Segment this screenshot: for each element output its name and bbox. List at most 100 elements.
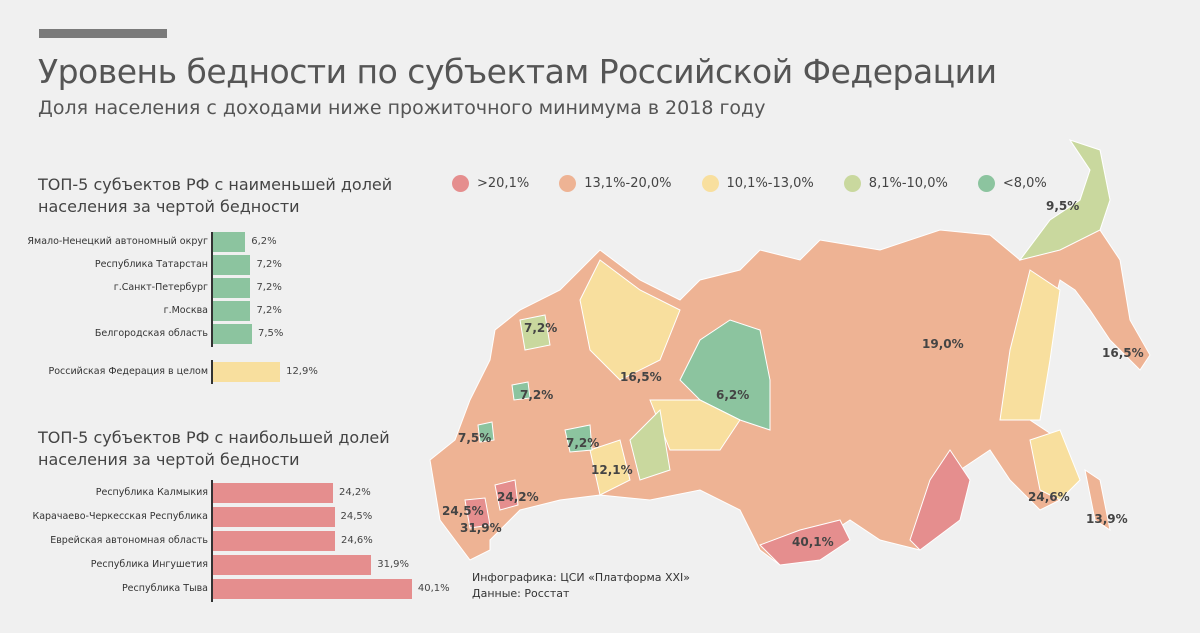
legend-swatch [559, 175, 577, 192]
bar [213, 324, 252, 344]
map-label: 31,9% [460, 521, 502, 535]
region-tatarstan [564, 424, 593, 453]
credit-source: Данные: Росстат [472, 587, 570, 600]
map-label: 6,2% [716, 388, 750, 402]
map-label: 24,6% [1028, 490, 1070, 504]
axis-line [211, 360, 213, 384]
region-amur [1029, 429, 1081, 501]
bar-value: 40,1% [417, 583, 450, 594]
legend-item: >20,1% [452, 175, 529, 192]
legend-swatch [452, 175, 469, 192]
decorative-bar [39, 29, 167, 38]
map-label: 24,5% [442, 504, 484, 518]
credits: Инфографика: ЦСИ «Платформа XXI» Данные:… [472, 570, 690, 602]
bar-row: Республика Калмыкия 24,2% [0, 483, 460, 503]
legend-item: 8,1%-10,0% [843, 175, 948, 192]
highest-chart-title: ТОП-5 субъектов РФ с наибольшей долей на… [38, 428, 390, 469]
bar-value: 24,6% [341, 535, 373, 546]
legend-label: 10,1%-13,0% [726, 176, 814, 191]
bar-category: г.Москва [163, 305, 208, 316]
legend-label: <8,0% [1002, 176, 1047, 191]
bar-value: 6,2% [251, 236, 277, 247]
map-label: 7,2% [524, 321, 558, 335]
bar-row: Белгородская область 7,5% [0, 324, 460, 344]
legend-label: >20,1% [477, 176, 530, 191]
bar-category: Ямало-Ненецкий автономный округ [27, 236, 208, 247]
bar [213, 255, 251, 275]
page-title: Уровень бедности по субъектам Российской… [38, 52, 997, 91]
bar-category: Российская Федерация в целом [48, 366, 209, 377]
bar [213, 483, 334, 503]
region-moscow [511, 381, 531, 401]
bar-category: Белгородская область [94, 328, 208, 339]
map-label: 19,0% [922, 337, 964, 351]
lowest-poverty-chart: Ямало-Ненецкий автономный округ 6,2% Респу… [0, 232, 460, 384]
bar-category: г.Санкт-Петербург [113, 282, 208, 293]
bar-value: 7,2% [256, 282, 282, 293]
legend-swatch [843, 175, 861, 192]
legend-label: 13,1%-20,0% [584, 176, 672, 191]
axis-line [211, 232, 213, 347]
bar [213, 579, 412, 599]
bar-value: 24,2% [339, 487, 371, 498]
bar-row: г.Санкт-Петербург 7,2% [0, 278, 460, 298]
bar-row: Российская Федерация в целом 12,9% [0, 362, 460, 382]
axis-line [211, 480, 213, 602]
highest-poverty-chart: Республика Калмыкия 24,2% Карачаево-Черкес… [0, 480, 460, 603]
bar-value: 7,5% [258, 328, 284, 339]
map-label: 13,9% [1086, 512, 1128, 526]
bar-value: 7,2% [256, 259, 282, 270]
map-label: 16,5% [620, 370, 662, 384]
bar-category: Республика Ингушетия [90, 559, 208, 570]
bar-value: 24,5% [340, 511, 373, 522]
legend-swatch [977, 175, 995, 192]
legend-item: 10,1%-13,0% [701, 175, 814, 192]
bar-row: г.Москва 7,2% [0, 301, 460, 321]
region-khanty [649, 399, 741, 451]
region-east-yellow [999, 269, 1061, 421]
map-label: 12,1% [591, 463, 633, 477]
credit-infographic: Инфографика: ЦСИ «Платформа XXI» [472, 571, 691, 584]
bar-category: Республика Татарстан [94, 259, 208, 270]
bar-value: 7,2% [256, 305, 282, 316]
region-orenburg [589, 439, 631, 496]
bar [213, 301, 251, 321]
map-label: 40,1% [792, 535, 834, 549]
map-label: 7,5% [458, 431, 492, 445]
bar-row: Республика Тыва 40,1% [0, 579, 460, 599]
map-label: 7,2% [520, 388, 554, 402]
bar-row: Карачаево-Черкесская Республика 24,5% [0, 507, 460, 527]
bar-row: Ямало-Ненецкий автономный округ 6,2% [0, 232, 460, 252]
page-subtitle: Доля населения с доходами ниже прожиточн… [38, 97, 766, 119]
region-caucasus [464, 497, 491, 529]
legend-item: <8,0% [977, 175, 1047, 192]
region-komi [579, 259, 681, 381]
bar-category: Карачаево-Черкесская Республика [32, 511, 208, 522]
map-label: 7,2% [566, 436, 600, 450]
bar-category: Еврейская автономная область [50, 535, 208, 546]
bar-row: Еврейская автономная область 24,6% [0, 531, 460, 551]
bar-row: Республика Татарстан 7,2% [0, 255, 460, 275]
bar-value: 31,9% [377, 559, 409, 570]
legend-swatch [701, 175, 719, 192]
bar [213, 232, 246, 252]
bar-row: Республика Ингушетия 31,9% [0, 555, 460, 575]
legend-label: 8,1%-10,0% [868, 176, 948, 191]
bar [213, 507, 335, 527]
map-label: 9,5% [1046, 199, 1080, 213]
bar [213, 362, 281, 382]
bar-category: Республика Калмыкия [95, 487, 208, 498]
region-sakhalin [1084, 468, 1111, 532]
region-tyumen [629, 408, 671, 481]
map-label: 24,2% [497, 490, 539, 504]
region-irkutsk [909, 449, 971, 551]
lowest-chart-title: ТОП-5 субъектов РФ с наименьшей долей на… [38, 175, 393, 216]
legend-item: 13,1%-20,0% [559, 175, 672, 192]
region-chukotka [1018, 139, 1111, 261]
bar-category: Республика Тыва [121, 583, 208, 594]
bar [213, 531, 336, 551]
region-tyva [759, 519, 851, 566]
bar-value: 12,9% [286, 366, 318, 377]
map-legend: >20,1% 13,1%-20,0% 10,1%-13,0% 8,1%-10,0% <8… [452, 175, 1077, 192]
